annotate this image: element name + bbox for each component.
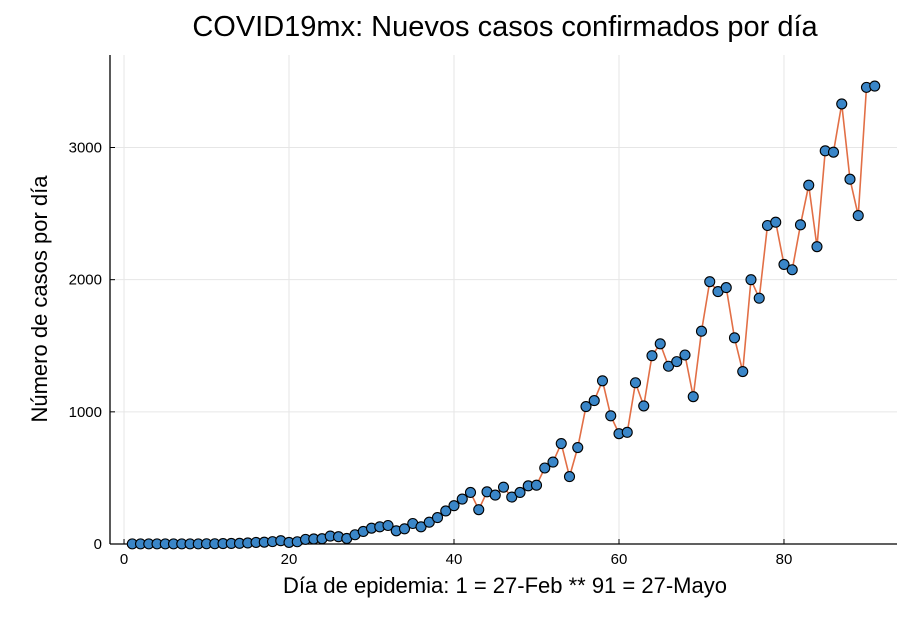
data-point <box>646 350 658 362</box>
chart-title: COVID19mx: Nuevos casos confirmados por … <box>192 11 818 43</box>
y-tick-label: 0 <box>94 536 102 553</box>
data-point <box>440 505 452 517</box>
x-axis-label: Día de epidemia: 1 = 27-Feb ** 91 = 27-M… <box>283 573 727 598</box>
data-point <box>654 338 666 350</box>
data-point <box>398 523 411 535</box>
data-point <box>464 486 477 499</box>
data-point <box>547 456 559 468</box>
tick-labels: 0 20 40 60 80 0 1000 2000 3000 <box>69 140 793 568</box>
x-tick-label: 80 <box>776 551 793 568</box>
data-point <box>679 349 691 361</box>
data-point <box>555 438 567 450</box>
series-line <box>132 85 875 545</box>
data-point <box>753 292 765 304</box>
y-tick-label: 3000 <box>69 140 102 157</box>
data-point <box>794 219 807 231</box>
data-point <box>687 391 699 403</box>
data-point <box>662 360 675 372</box>
x-tick-label: 20 <box>281 551 298 568</box>
data-point <box>770 216 782 228</box>
x-tick-label: 40 <box>446 551 463 568</box>
data-point <box>745 274 757 286</box>
data-point <box>803 179 815 191</box>
data-point <box>497 481 510 493</box>
data-point <box>720 282 732 294</box>
x-tick-label: 60 <box>611 551 628 568</box>
data-point <box>844 173 856 185</box>
data-point <box>489 489 501 501</box>
data-point <box>704 276 716 288</box>
data-point <box>827 146 840 158</box>
data-point <box>539 462 551 474</box>
data-point <box>530 479 543 491</box>
data-point <box>563 471 576 483</box>
data-point <box>737 365 749 378</box>
data-point <box>786 264 798 276</box>
data-point <box>448 500 460 512</box>
data-point <box>836 98 848 110</box>
data-point <box>695 325 708 337</box>
data-point <box>638 400 650 412</box>
data-point <box>588 395 600 407</box>
series <box>126 80 881 550</box>
y-tick-label: 2000 <box>69 272 102 289</box>
x-tick-label: 0 <box>120 551 128 568</box>
data-point <box>869 80 881 92</box>
axes <box>109 55 897 545</box>
data-point <box>473 504 485 516</box>
y-axis-label: Número de casos por día <box>27 175 52 423</box>
data-point <box>506 491 518 503</box>
data-point <box>431 512 444 524</box>
data-point <box>728 332 741 344</box>
data-point <box>852 210 864 222</box>
grid-lines <box>110 55 897 545</box>
data-point <box>605 410 617 422</box>
data-point <box>415 521 427 533</box>
data-point <box>811 241 823 253</box>
data-point <box>514 486 526 499</box>
data-point <box>572 441 584 454</box>
data-point <box>382 519 394 532</box>
data-point <box>671 356 683 368</box>
data-point <box>629 377 642 389</box>
data-point <box>596 375 609 387</box>
data-point <box>580 400 592 413</box>
data-point <box>621 426 633 438</box>
data-point <box>456 493 468 505</box>
data-point <box>423 516 435 528</box>
data-point <box>778 258 790 271</box>
y-tick-label: 1000 <box>69 404 102 421</box>
